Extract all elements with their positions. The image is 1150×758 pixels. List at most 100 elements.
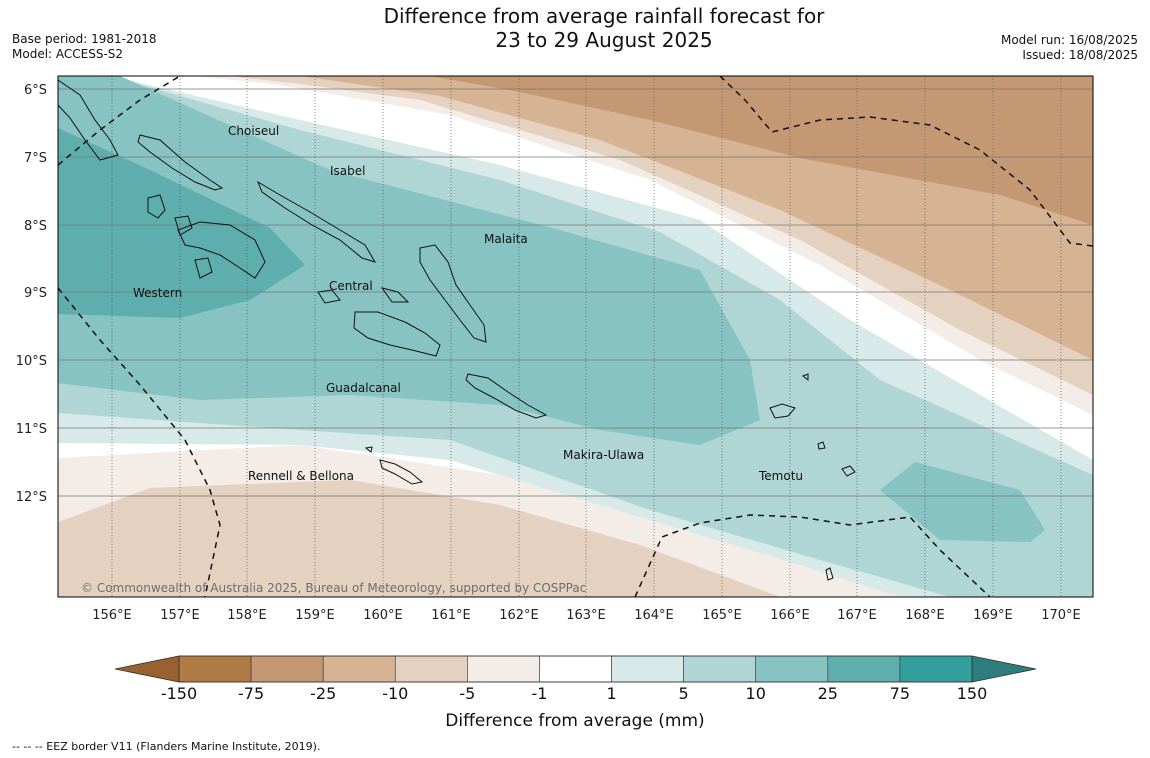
- province-label-temotu: Temotu: [758, 469, 803, 483]
- colorbar-tick-label: -5: [459, 684, 475, 703]
- contour-band-10-25-east: [880, 462, 1045, 542]
- lon-label: 166°E: [770, 608, 810, 623]
- eez-north-west: [58, 76, 181, 166]
- isabel-island: [256, 180, 377, 263]
- colorbar-tick-label: 75: [890, 684, 910, 703]
- contour-band-10-25: [58, 76, 760, 445]
- lat-label: 6°S: [24, 83, 47, 98]
- vella-lavella-island: [147, 194, 166, 219]
- province-label-guadalcanal: Guadalcanal: [326, 381, 401, 395]
- province-label-choiseul: Choiseul: [228, 124, 279, 138]
- colorbar-segments: [178, 655, 973, 683]
- lon-label: 167°E: [837, 608, 877, 623]
- bellona-island: [364, 446, 373, 453]
- colorbar-tick-label: -75: [238, 684, 264, 703]
- model-info: Base period: 1981-2018 Model: ACCESS-S2: [12, 32, 157, 62]
- rendova-island: [194, 257, 213, 279]
- nggela-islands: [317, 289, 341, 304]
- run-info: Model run: 16/08/2025 Issued: 18/08/2025: [1001, 33, 1138, 63]
- eez-west: [58, 287, 221, 597]
- lat-label: 10°S: [16, 354, 47, 369]
- province-label-western: Western: [133, 286, 182, 300]
- colorbar-outline: [178, 655, 973, 683]
- ranongga-island: [174, 215, 193, 236]
- colorbar-segment: [250, 655, 324, 683]
- province-label-central: Central: [329, 279, 373, 293]
- colorbar-segment: [394, 655, 468, 683]
- title-line-1: Difference from average rainfall forecas…: [383, 4, 825, 28]
- russell-islands: [380, 287, 410, 303]
- longitude-labels: 156°E 157°E 158°E 159°E 160°E 161°E 162°…: [92, 608, 1081, 623]
- eez-legend-note: -- -- -- EEZ border V11 (Flanders Marine…: [12, 740, 321, 753]
- new-georgia-island: [177, 221, 266, 279]
- colorbar-low-extension: [114, 655, 180, 683]
- colorbar-tick-label: 10: [746, 684, 766, 703]
- santa-cruz-island: [769, 403, 796, 419]
- latitude-lines: [58, 88, 1093, 497]
- latitude-labels: 6°S 7°S 8°S 9°S 10°S 11°S 12°S: [16, 83, 47, 505]
- choiseul-island: [137, 134, 224, 191]
- base-period: Base period: 1981-2018: [12, 32, 157, 46]
- colorbar-segment: [827, 655, 901, 683]
- lon-label: 161°E: [431, 608, 471, 623]
- lat-label: 11°S: [16, 422, 47, 437]
- lat-label: 8°S: [24, 219, 47, 234]
- vanikoro-island: [841, 465, 856, 477]
- colorbar-segment: [322, 655, 396, 683]
- lon-label: 164°E: [634, 608, 674, 623]
- lat-label: 7°S: [24, 151, 47, 166]
- colorbar-segment: [539, 655, 612, 683]
- issued-date: Issued: 18/08/2025: [1022, 48, 1138, 62]
- lon-label: 158°E: [227, 608, 267, 623]
- model-run: Model run: 16/08/2025: [1000, 33, 1138, 47]
- copyright-notice: © Commonwealth of Australia 2025, Bureau…: [81, 581, 586, 595]
- rennell-island: [379, 459, 424, 485]
- province-label-malaita: Malaita: [484, 232, 528, 246]
- colorbar-tick-label: -25: [310, 684, 336, 703]
- title-line-2: 23 to 29 August 2025: [495, 28, 713, 52]
- colorbar-tick-label: 25: [818, 684, 838, 703]
- lon-label: 168°E: [905, 608, 945, 623]
- province-label-makira-ulawa: Makira-Ulawa: [563, 448, 644, 462]
- colorbar-segment: [899, 655, 973, 683]
- colorbar-tick-label: 5: [679, 684, 689, 703]
- colorbar-segment: [755, 655, 829, 683]
- colorbar-tick-labels: -150 -75 -25 -10 -5 -1 1 5 10 25 75 150: [161, 684, 987, 703]
- colorbar-tick-label: -150: [161, 684, 197, 703]
- colorbar: -150 -75 -25 -10 -5 -1 1 5 10 25 75 150 Difference …: [114, 655, 1037, 731]
- colorbar-segment: [178, 655, 252, 683]
- model-name: Model: ACCESS-S2: [12, 47, 124, 61]
- colorbar-tick-label: 150: [957, 684, 988, 703]
- contour-band-north-5: [430, 76, 1093, 225]
- makira-island: [465, 373, 548, 419]
- contour-band-south-tan: [58, 480, 780, 597]
- lon-label: 163°E: [566, 608, 606, 623]
- coastlines: [58, 79, 856, 581]
- map-title: Difference from average rainfall forecas…: [0, 4, 1150, 52]
- colorbar-tick-label: -10: [382, 684, 408, 703]
- reef-islands: [802, 373, 809, 382]
- lon-label: 157°E: [160, 608, 200, 623]
- province-label-rennell-bellona: Rennell & Bellona: [248, 469, 354, 483]
- anuta-island: [825, 567, 834, 581]
- lon-label: 159°E: [295, 608, 335, 623]
- colorbar-segment: [611, 655, 684, 683]
- guadalcanal-island: [353, 311, 441, 357]
- lat-label: 9°S: [24, 286, 47, 301]
- utupua-island: [817, 441, 826, 450]
- province-labels: Choiseul Isabel Malaita Western Central …: [133, 124, 803, 483]
- colorbar-segment: [467, 655, 540, 683]
- bougainville-tip: [58, 79, 119, 161]
- colorbar-title: Difference from average (mm): [445, 711, 704, 731]
- eez-south-east: [634, 514, 991, 597]
- colorbar-segment: [683, 655, 757, 683]
- lon-label: 160°E: [363, 608, 403, 623]
- lon-label: 156°E: [92, 608, 132, 623]
- colorbar-tick-label: 1: [606, 684, 616, 703]
- colorbar-tick-label: -1: [531, 684, 547, 703]
- province-label-isabel: Isabel: [330, 164, 365, 178]
- lon-label: 162°E: [499, 608, 539, 623]
- malaita-island: [419, 244, 487, 343]
- lon-label: 170°E: [1041, 608, 1081, 623]
